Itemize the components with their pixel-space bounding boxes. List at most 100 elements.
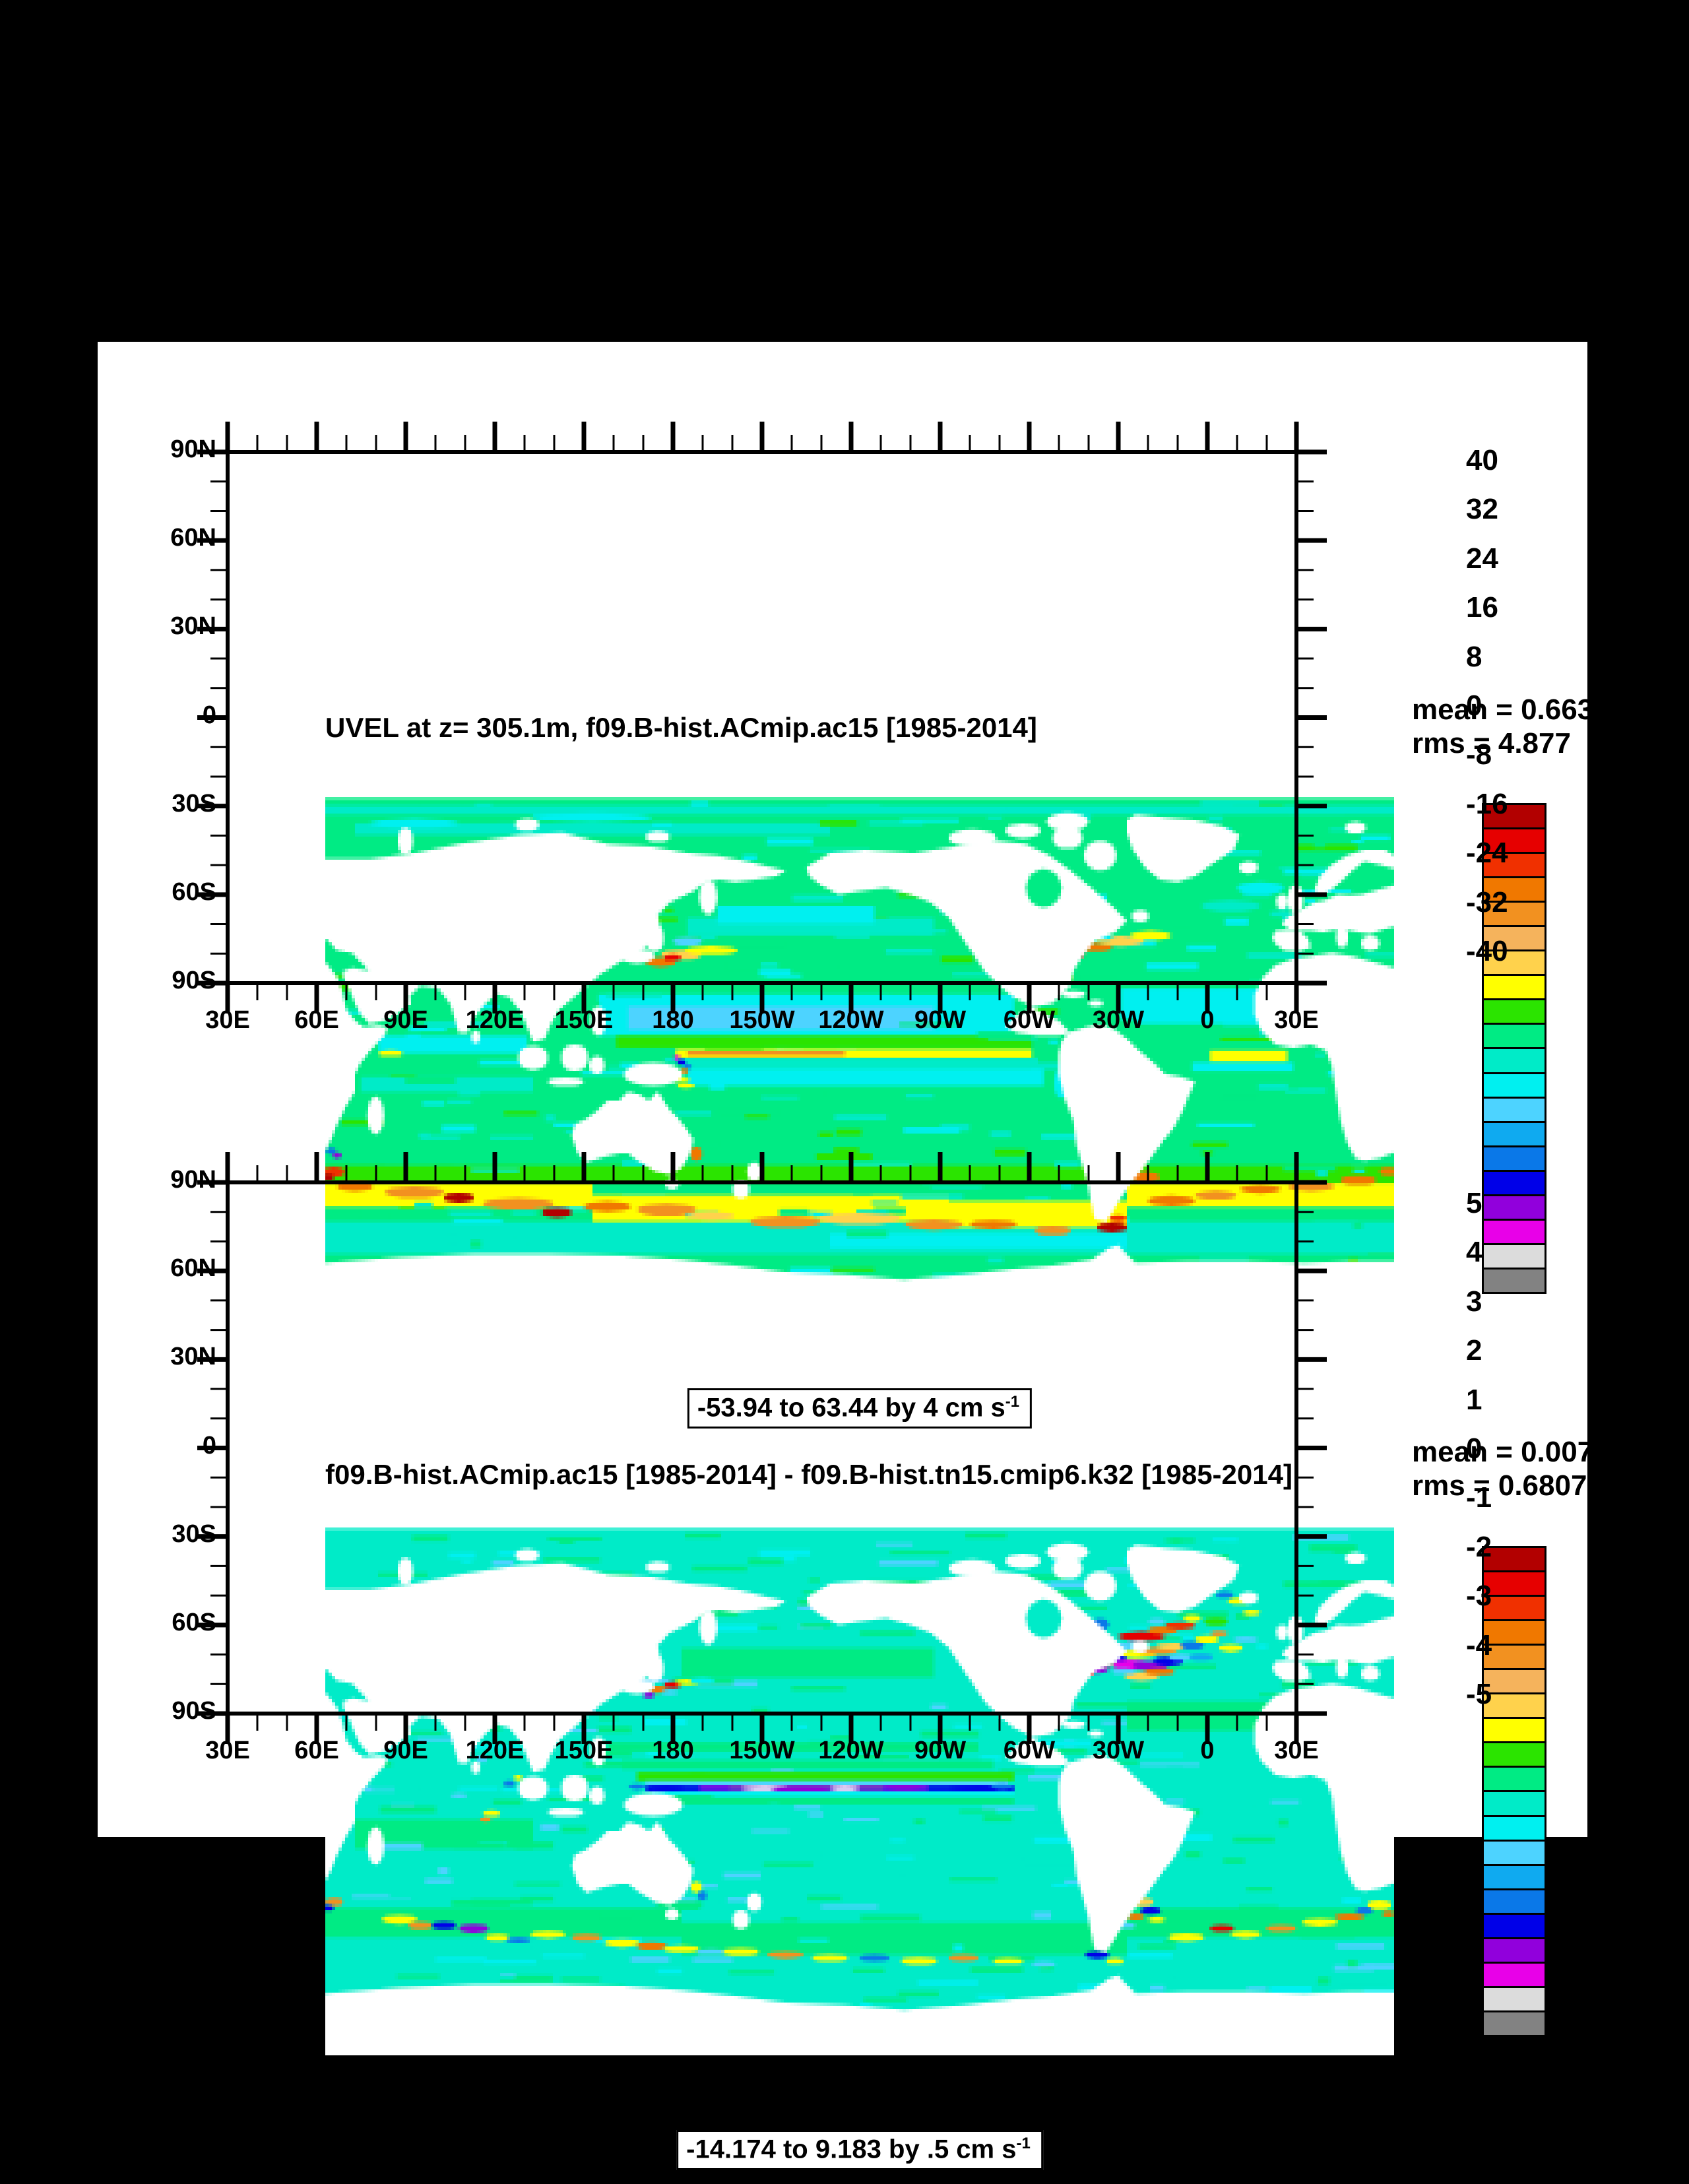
map1-lat-tick-label: 60N xyxy=(170,524,216,552)
map1-colorbar-cell-4 xyxy=(1484,903,1545,928)
map1-colorbar-cell-14 xyxy=(1484,1147,1545,1172)
map1-lat-tick-label: 90S xyxy=(172,967,216,994)
map2-colorbar-cell-7 xyxy=(1484,1719,1545,1744)
map1-colorbar-cell-1 xyxy=(1484,829,1545,854)
map2-lon-tick-label: 150W xyxy=(729,1737,795,1764)
map1-colorbar-label: 40 xyxy=(1466,444,1498,476)
map1-lon-tick-label: 120W xyxy=(818,1006,884,1034)
map1-lat-tick-label: 0 xyxy=(202,701,216,729)
map1-lon-tick-label: 30E xyxy=(1274,1006,1319,1034)
map2-lon-tick-label: 90W xyxy=(914,1737,967,1764)
map1-lon-tick-label: 30E xyxy=(205,1006,250,1034)
map1-colorbar-cell-2 xyxy=(1484,854,1545,879)
map2-lon-tick-label: 90E xyxy=(383,1737,428,1764)
map1-lon-tick-label: 180 xyxy=(652,1006,694,1034)
map2-lon-tick-label: 30E xyxy=(1274,1737,1319,1764)
map1-colorbar-cell-3 xyxy=(1484,878,1545,903)
map1-lat-tick-label: 90N xyxy=(170,435,216,463)
map2-colorbar-cell-4 xyxy=(1484,1646,1545,1671)
map1-colorbar-label: -8 xyxy=(1466,738,1492,771)
map2-colorbar-cell-0 xyxy=(1484,1548,1545,1573)
map1-lon-tick-label: 150E xyxy=(554,1006,614,1034)
map1-rms-value: rms = 4.877 xyxy=(1412,727,1571,759)
map2-colorbar-cell-18 xyxy=(1484,1987,1545,2012)
map2-mean-value: mean = 0.007192 xyxy=(1412,1436,1642,1468)
map1-colorbar-cell-5 xyxy=(1484,927,1545,952)
map2-colorbar xyxy=(1482,1546,1546,2037)
map2-range-caption-text: -14.174 to 9.183 by .5 cm s xyxy=(686,2135,1017,2164)
map1-colorbar-label: -24 xyxy=(1466,837,1508,870)
map2-colorbar-cell-11 xyxy=(1484,1816,1545,1842)
map1-colorbar-cell-17 xyxy=(1484,1220,1545,1245)
map1-lon-tick-label: 60E xyxy=(294,1006,339,1034)
map2-colorbar-cell-10 xyxy=(1484,1792,1545,1817)
map2-colorbar-label: -2 xyxy=(1466,1530,1492,1563)
map1-colorbar-cell-10 xyxy=(1484,1049,1545,1074)
map1-lat-tick-label: 30S xyxy=(172,789,216,818)
map2-colorbar-cell-15 xyxy=(1484,1914,1545,1939)
map1-colorbar-cell-16 xyxy=(1484,1196,1545,1221)
map2-colorbar-cell-8 xyxy=(1484,1743,1545,1768)
map2-colorbar-label: 4 xyxy=(1466,1236,1482,1269)
map2-lat-tick-label: 30N xyxy=(170,1343,216,1371)
map1-range-caption: -53.94 to 63.44 by 4 cm s-1 xyxy=(687,1388,1033,1429)
map2-lon-tick-label: 0 xyxy=(1200,1737,1215,1764)
map2-lat-tick-label: 90S xyxy=(172,1697,216,1725)
map1-colorbar-label: -32 xyxy=(1466,885,1508,918)
map1-colorbar-cell-15 xyxy=(1484,1171,1545,1196)
map2-colorbar-cell-2 xyxy=(1484,1597,1545,1622)
map2-colorbar-cell-6 xyxy=(1484,1694,1545,1719)
map2-lon-tick-label: 30E xyxy=(205,1737,250,1764)
map2-colorbar-label: 5 xyxy=(1466,1187,1482,1219)
map2-title: f09.B-hist.ACmip.ac15 [1985-2014] - f09.… xyxy=(325,1459,1292,1490)
map1-heatmap-canvas xyxy=(325,794,1394,1325)
map1-lon-tick-label: 90E xyxy=(383,1006,428,1034)
map1-lat-tick-label: 60S xyxy=(172,878,216,906)
map1-colorbar-cell-0 xyxy=(1484,805,1545,830)
map1-colorbar-cell-11 xyxy=(1484,1074,1545,1099)
map1-colorbar-cell-7 xyxy=(1484,976,1545,1001)
map2-lat-tick-label: 90N xyxy=(170,1166,216,1194)
map2-lat-tick-label: 0 xyxy=(202,1431,216,1460)
map1-colorbar-cell-12 xyxy=(1484,1098,1545,1123)
map2-colorbar-cell-14 xyxy=(1484,1890,1545,1915)
map2-colorbar-label: 3 xyxy=(1466,1285,1482,1318)
map2-colorbar-cell-12 xyxy=(1484,1841,1545,1866)
map2-colorbar-cell-5 xyxy=(1484,1670,1545,1695)
map2-colorbar-label: -4 xyxy=(1466,1628,1492,1661)
map2-range-caption-exponent: -1 xyxy=(1016,2135,1031,2152)
map2-lat-tick-label: 30S xyxy=(172,1520,216,1548)
map2-lon-tick-label: 120W xyxy=(818,1737,884,1764)
map1-colorbar-label: 0 xyxy=(1466,690,1482,722)
map2-lon-tick-label: 30W xyxy=(1092,1737,1145,1764)
map2-colorbar-cell-3 xyxy=(1484,1621,1545,1646)
map1-lon-tick-label: 0 xyxy=(1200,1006,1215,1034)
map1-lon-tick-label: 120E xyxy=(465,1006,525,1034)
map2-colorbar-cell-16 xyxy=(1484,1939,1545,1964)
map1-range-caption-text: -53.94 to 63.44 by 4 cm s xyxy=(697,1393,1005,1423)
map2-colorbar-label: -5 xyxy=(1466,1678,1492,1710)
map1-colorbar xyxy=(1482,803,1546,1294)
map2-colorbar-cell-17 xyxy=(1484,1963,1545,1988)
map2-colorbar-cell-19 xyxy=(1484,2012,1545,2035)
map1-colorbar-cell-19 xyxy=(1484,1269,1545,1292)
map1-colorbar-cell-9 xyxy=(1484,1025,1545,1050)
map2-colorbar-label: -3 xyxy=(1466,1580,1492,1613)
map1-colorbar-cell-18 xyxy=(1484,1244,1545,1269)
map2-heatmap-canvas xyxy=(325,1524,1394,2055)
map1-colorbar-cell-6 xyxy=(1484,951,1545,977)
map1-colorbar-label: -40 xyxy=(1466,935,1508,967)
map2-colorbar-label: 1 xyxy=(1466,1383,1482,1416)
map2-lon-tick-label: 60E xyxy=(294,1737,339,1764)
map2-lon-tick-label: 180 xyxy=(652,1737,694,1764)
map2-range-caption: -14.174 to 9.183 by .5 cm s-1 xyxy=(676,2130,1043,2171)
map2-rms-value: rms = 0.6807 xyxy=(1412,1469,1587,1502)
map2-colorbar-label: 2 xyxy=(1466,1334,1482,1367)
map1-colorbar-label: 8 xyxy=(1466,640,1482,673)
map1-lon-tick-label: 90W xyxy=(914,1006,967,1034)
map2-colorbar-cell-9 xyxy=(1484,1768,1545,1793)
map1-lon-tick-label: 150W xyxy=(729,1006,795,1034)
map2-colorbar-cell-13 xyxy=(1484,1865,1545,1890)
map1-colorbar-cell-8 xyxy=(1484,1000,1545,1025)
map2-lon-tick-label: 60W xyxy=(1003,1737,1056,1764)
